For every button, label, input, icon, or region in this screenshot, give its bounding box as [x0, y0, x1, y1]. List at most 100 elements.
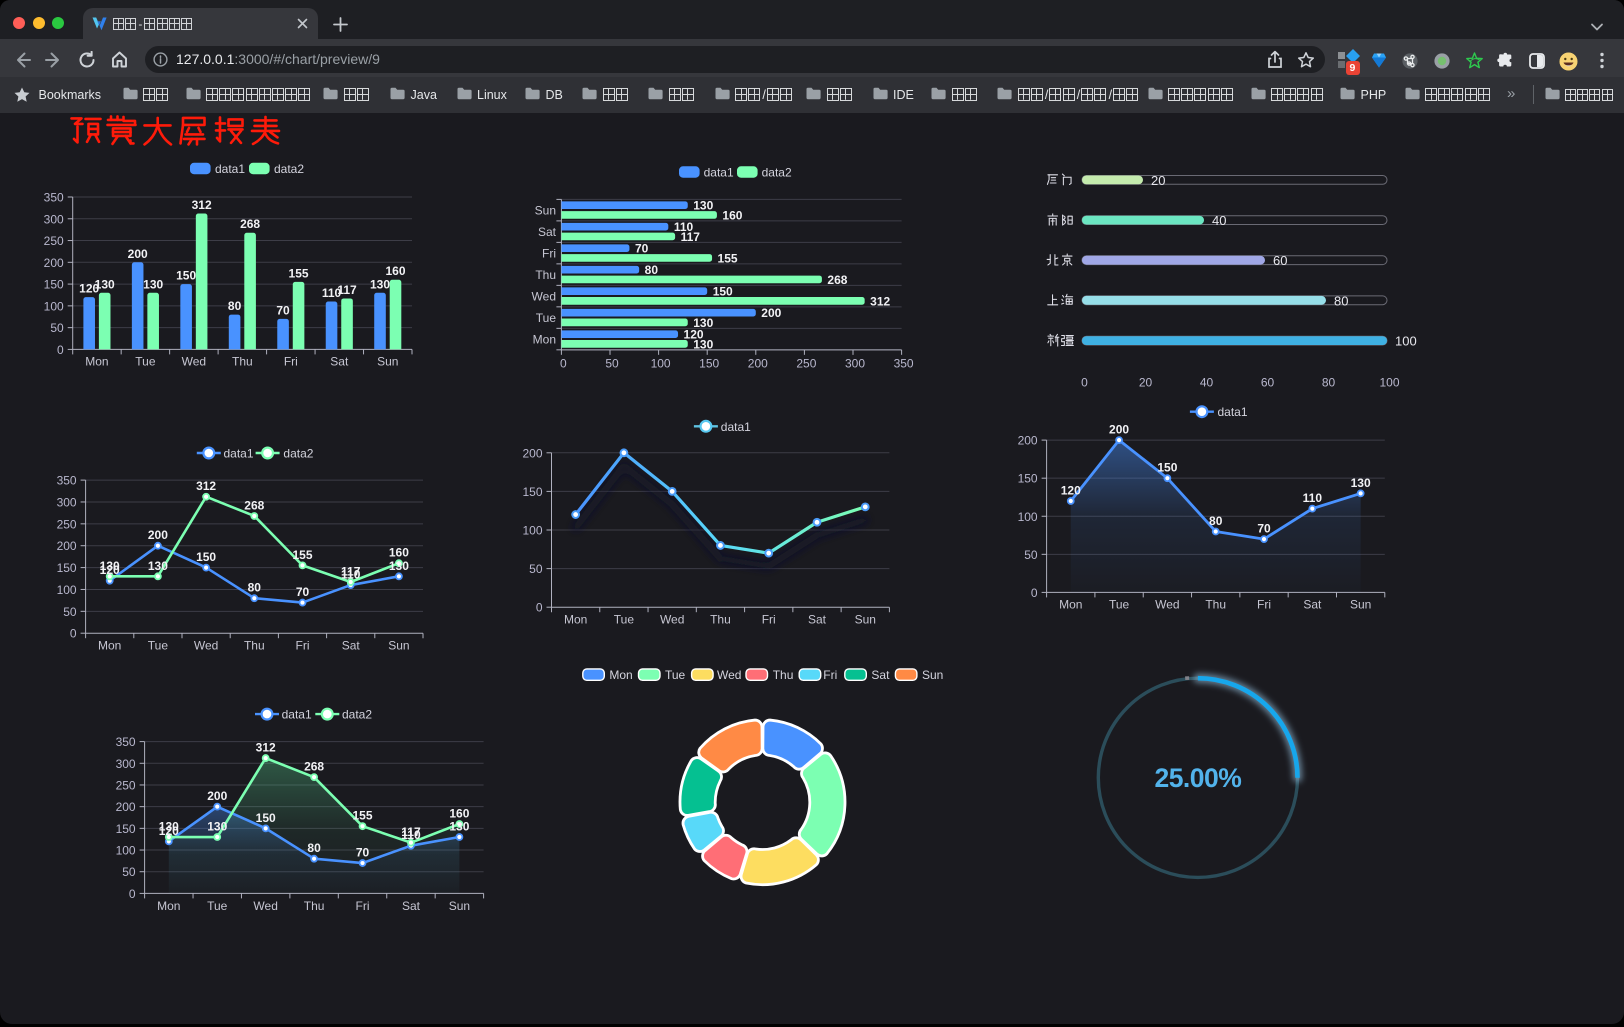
- svg-text:Sun: Sun: [535, 204, 556, 218]
- svg-text:100: 100: [1379, 375, 1399, 389]
- svg-text:50: 50: [1024, 548, 1038, 562]
- svg-text:350: 350: [44, 191, 64, 205]
- svg-text:Tue: Tue: [1109, 598, 1130, 612]
- svg-text:data1: data1: [282, 708, 312, 722]
- svg-text:Wed: Wed: [717, 668, 741, 682]
- svg-text:Sat: Sat: [808, 613, 827, 627]
- svg-text:200: 200: [128, 247, 148, 261]
- svg-text:70: 70: [1257, 522, 1271, 536]
- svg-text:Fri: Fri: [1257, 598, 1271, 612]
- svg-text:Mon: Mon: [533, 333, 556, 347]
- svg-text:data1: data1: [1218, 405, 1248, 419]
- svg-text:Sun: Sun: [449, 899, 470, 913]
- svg-text:268: 268: [827, 273, 847, 287]
- svg-text:150: 150: [522, 485, 542, 499]
- svg-text:Tue: Tue: [665, 668, 686, 682]
- svg-text:Sun: Sun: [388, 639, 409, 653]
- svg-text:300: 300: [44, 212, 64, 226]
- svg-text:110: 110: [322, 286, 342, 300]
- svg-text:100: 100: [44, 299, 64, 313]
- svg-text:0: 0: [536, 601, 543, 615]
- svg-text:Wed: Wed: [182, 355, 206, 369]
- svg-text:110: 110: [401, 828, 421, 842]
- svg-text:312: 312: [196, 479, 216, 493]
- svg-text:80: 80: [248, 581, 262, 595]
- svg-text:150: 150: [196, 550, 216, 564]
- svg-text:Sun: Sun: [922, 668, 943, 682]
- svg-text:160: 160: [389, 546, 409, 560]
- svg-text:130: 130: [159, 820, 179, 834]
- svg-text:40: 40: [1212, 213, 1226, 228]
- svg-text:250: 250: [116, 778, 136, 792]
- svg-text:25.00%: 25.00%: [1154, 763, 1241, 793]
- svg-text:Fri: Fri: [284, 355, 298, 369]
- svg-text:150: 150: [176, 269, 196, 283]
- svg-text:Sat: Sat: [871, 668, 890, 682]
- svg-text:130: 130: [100, 559, 120, 573]
- svg-text:data2: data2: [274, 162, 304, 176]
- svg-text:Fri: Fri: [356, 899, 370, 913]
- svg-text:80: 80: [228, 299, 242, 313]
- svg-text:155: 155: [289, 266, 309, 280]
- svg-text:20: 20: [1139, 375, 1153, 389]
- svg-text:Fri: Fri: [296, 639, 310, 653]
- svg-text:Thu: Thu: [710, 613, 731, 627]
- svg-text:Tue: Tue: [614, 613, 635, 627]
- svg-text:100: 100: [1018, 510, 1038, 524]
- svg-text:268: 268: [304, 760, 324, 774]
- svg-text:Sun: Sun: [855, 613, 876, 627]
- svg-text:data1: data1: [224, 447, 254, 461]
- svg-text:Tue: Tue: [207, 899, 228, 913]
- svg-text:Sat: Sat: [538, 225, 557, 239]
- svg-text:250: 250: [796, 357, 816, 371]
- svg-text:Sun: Sun: [377, 355, 398, 369]
- svg-text:Thu: Thu: [304, 899, 325, 913]
- svg-text:Wed: Wed: [1155, 598, 1179, 612]
- svg-text:110: 110: [1303, 491, 1323, 505]
- svg-text:155: 155: [353, 809, 373, 823]
- svg-text:200: 200: [148, 528, 168, 542]
- svg-text:80: 80: [645, 263, 659, 277]
- svg-text:120: 120: [684, 328, 704, 342]
- svg-text:250: 250: [44, 234, 64, 248]
- svg-text:350: 350: [57, 474, 77, 488]
- svg-text:130: 130: [207, 820, 227, 834]
- svg-text:110: 110: [341, 568, 361, 582]
- svg-text:117: 117: [337, 283, 357, 297]
- svg-text:50: 50: [50, 321, 64, 335]
- svg-text:312: 312: [192, 198, 212, 212]
- svg-text:200: 200: [207, 789, 227, 803]
- svg-text:130: 130: [148, 559, 168, 573]
- svg-text:100: 100: [57, 583, 77, 597]
- svg-text:160: 160: [385, 264, 405, 278]
- svg-text:160: 160: [722, 208, 742, 222]
- svg-text:200: 200: [116, 800, 136, 814]
- svg-text:312: 312: [870, 294, 890, 308]
- svg-text:Tue: Tue: [148, 639, 169, 653]
- svg-text:0: 0: [129, 887, 136, 901]
- svg-text:130: 130: [693, 337, 713, 351]
- svg-text:Sat: Sat: [342, 639, 361, 653]
- svg-text:Sat: Sat: [402, 899, 421, 913]
- svg-text:120: 120: [159, 824, 179, 838]
- svg-text:70: 70: [635, 242, 649, 256]
- svg-text:80: 80: [1334, 293, 1348, 308]
- svg-text:40: 40: [1200, 375, 1214, 389]
- svg-text:130: 130: [143, 277, 163, 291]
- svg-text:Thu: Thu: [1205, 598, 1226, 612]
- svg-text:Thu: Thu: [232, 355, 253, 369]
- svg-text:70: 70: [356, 846, 370, 860]
- svg-text:312: 312: [256, 741, 276, 755]
- svg-text:130: 130: [95, 277, 115, 291]
- svg-text:0: 0: [70, 627, 77, 641]
- svg-text:Sat: Sat: [330, 355, 349, 369]
- svg-text:Thu: Thu: [535, 268, 556, 282]
- svg-text:Mon: Mon: [157, 899, 180, 913]
- svg-text:120: 120: [1061, 484, 1081, 498]
- svg-text:Mon: Mon: [1059, 598, 1082, 612]
- svg-text:60: 60: [1261, 375, 1275, 389]
- svg-text:Mon: Mon: [85, 355, 108, 369]
- svg-text:Thu: Thu: [244, 639, 265, 653]
- svg-text:100: 100: [651, 357, 671, 371]
- svg-text:130: 130: [389, 559, 409, 573]
